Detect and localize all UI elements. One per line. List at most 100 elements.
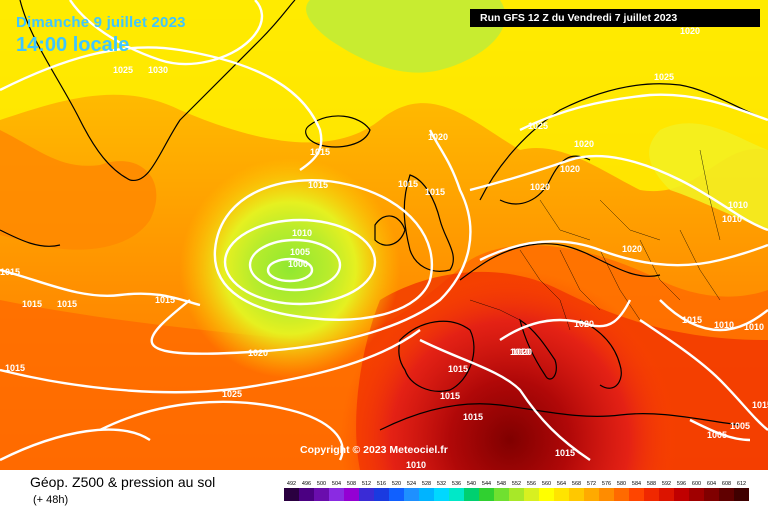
isobar-label: 1010 — [406, 460, 426, 470]
isobar-label: 1025 — [113, 65, 133, 75]
legend-swatch — [554, 488, 569, 501]
isobar-1020-south — [0, 428, 151, 462]
isobar-label: 1015 — [0, 267, 20, 277]
run-info: Run GFS 12 Z du Vendredi 7 juillet 2023 — [470, 9, 760, 27]
legend-swatch — [584, 488, 599, 501]
isobar-label: 1020 — [530, 182, 550, 192]
coast-scandinavia — [479, 83, 768, 201]
isobar-label: 1015 — [555, 448, 575, 458]
z500-band-orange-west — [0, 130, 157, 250]
isobar-label: 1020 — [574, 139, 594, 149]
coast-britain — [403, 174, 454, 272]
z500-band-yellow — [0, 0, 768, 192]
isobar-label: 1020 — [622, 244, 642, 254]
isobar-label: 1030 — [148, 65, 168, 75]
isobar-1025-scand — [519, 93, 768, 132]
legend-value: 504 — [332, 481, 341, 487]
legend-swatch — [494, 488, 509, 501]
isobar-1000 — [266, 257, 314, 283]
isobar-1015-west — [0, 268, 201, 307]
legend-swatch — [449, 488, 464, 501]
isobar-label: 1015 — [5, 363, 25, 373]
legend-swatch — [464, 488, 479, 501]
forecast-date: Dimanche 9 juillet 2023 — [16, 14, 186, 31]
legend-swatch — [419, 488, 434, 501]
isobar-1005-east — [689, 418, 751, 442]
legend-value: 556 — [527, 481, 536, 487]
isobar-label: 1020 — [560, 164, 580, 174]
z500-band-green — [306, 0, 506, 73]
legend-swatch — [284, 488, 299, 501]
coastlines — [0, 0, 768, 431]
legend-value: 596 — [677, 481, 686, 487]
coast-iberia — [398, 320, 475, 392]
legend-value: 548 — [497, 481, 506, 487]
legend-swatch — [404, 488, 419, 501]
legend-value: 612 — [737, 481, 746, 487]
legend-swatch — [314, 488, 329, 501]
legend-swatch — [509, 488, 524, 501]
isobar-label: 1010 — [292, 228, 312, 238]
legend-value: 528 — [422, 481, 431, 487]
isobar-label: 1005 — [290, 247, 310, 257]
isobar-label: 1015 — [57, 299, 77, 309]
isobar-label: 1015 — [682, 315, 702, 325]
isobar-label: 1010 — [744, 322, 764, 332]
isobar-label: 1015 — [440, 391, 460, 401]
isobar-1020-europe — [479, 240, 768, 267]
legend-value: 568 — [572, 481, 581, 487]
legend-value: 604 — [707, 481, 716, 487]
isobar-label: 1020 — [574, 319, 594, 329]
legend-swatch — [629, 488, 644, 501]
legend-swatch — [569, 488, 584, 501]
legend-value: 600 — [692, 481, 701, 487]
isobar-1010-med — [639, 319, 768, 431]
legend-swatch — [599, 488, 614, 501]
legend-value: 532 — [437, 481, 446, 487]
isobar-label: 1015 — [448, 364, 468, 374]
legend-value: 584 — [632, 481, 641, 487]
legend-value: 564 — [557, 481, 566, 487]
isobar-label: 1020 — [428, 132, 448, 142]
isobar-label: 1010 — [722, 214, 742, 224]
legend-swatch — [704, 488, 719, 501]
isobar-label: 1020 — [680, 26, 700, 36]
isobar-1015-north — [0, 46, 323, 171]
legend-swatch — [389, 488, 404, 501]
isobar-label: 1015 — [22, 299, 42, 309]
legend-swatch — [689, 488, 704, 501]
legend-swatch — [524, 488, 539, 501]
country-borders — [469, 149, 721, 331]
isobar-label: 1015 — [752, 400, 768, 410]
legend-swatch — [344, 488, 359, 501]
legend-value: 580 — [617, 481, 626, 487]
legend-value: 592 — [662, 481, 671, 487]
forecast-map: 1025 1030 1015 1015 1020 1015 1015 1010 … — [0, 0, 768, 470]
legend-swatch — [479, 488, 494, 501]
isobar-label: 1015 — [308, 180, 328, 190]
isobar-1020-italy — [499, 299, 632, 341]
legend-swatch — [734, 488, 749, 501]
legend-swatch — [359, 488, 374, 501]
legend-value: 544 — [482, 481, 491, 487]
legend-value: 536 — [452, 481, 461, 487]
legend-swatch — [659, 488, 674, 501]
coast-greenland — [19, 0, 296, 181]
copyright: Copyright © 2023 Meteociel.fr — [300, 444, 448, 456]
isobar-1025-azores — [99, 400, 344, 461]
color-legend: 492 496 500 504 508 512 516 520 524 528 532 536 540 5… — [284, 481, 749, 501]
isobar-label: 1005 — [730, 421, 750, 431]
coast-ireland — [374, 215, 406, 246]
legend-swatch — [329, 488, 344, 501]
legend-swatch — [644, 488, 659, 501]
isobar-1005 — [248, 238, 342, 292]
legend-swatch — [299, 488, 314, 501]
isobar-label: 1020 — [512, 347, 532, 357]
isobar-1015-sw — [0, 329, 421, 394]
legend-swatch — [614, 488, 629, 501]
coast-balkans — [579, 319, 622, 389]
isobar-1015-med — [419, 338, 591, 461]
legend-value: 524 — [407, 481, 416, 487]
legend-value: 512 — [362, 481, 371, 487]
